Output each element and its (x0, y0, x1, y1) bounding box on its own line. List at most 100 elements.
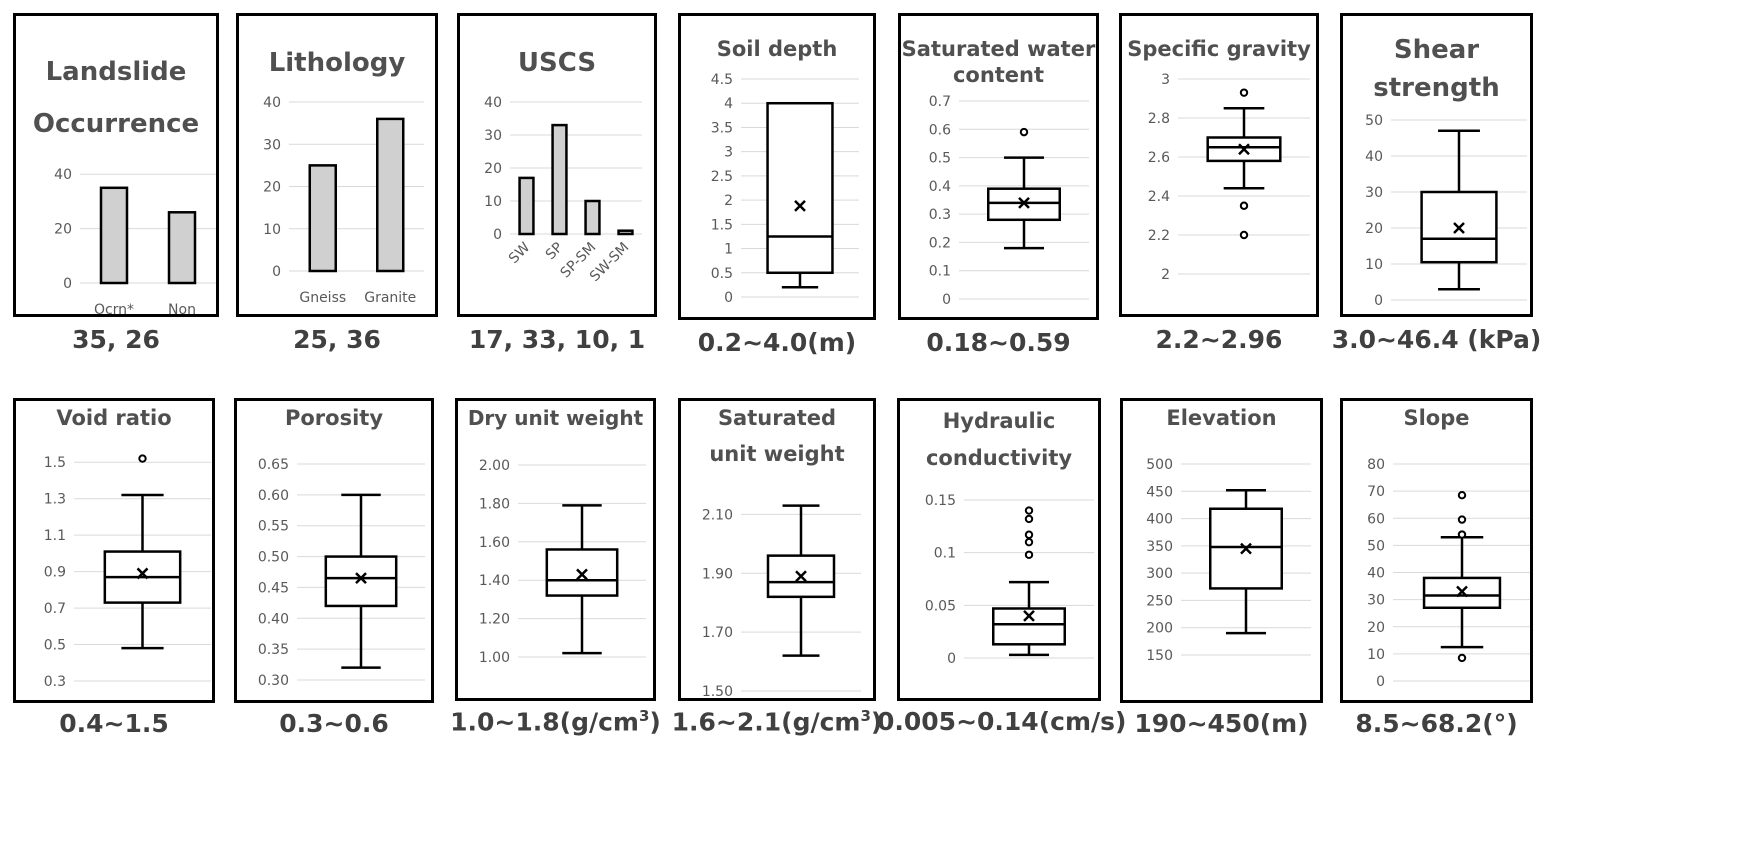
chart-svg: Soil depth 0 0.5 1 1.5 2 2.5 3 3.5 4 4.5 (711, 37, 859, 306)
chart-title: Saturated water (902, 37, 1096, 61)
mean-marker (1018, 196, 1030, 209)
chart-panel: Saturated unit weight 1.50 1.70 1.90 2.10 (678, 398, 876, 701)
y-tick-label: 0 (1376, 674, 1385, 690)
y-tick-label: 0.30 (258, 673, 289, 689)
y-tick-label: 0.2 (929, 235, 951, 251)
mean-marker-stroke (1456, 585, 1468, 598)
chart-svg: Dry unit weight 1.00 1.20 1.40 1.60 1.80 2.00 (468, 406, 646, 666)
range-caption: 17, 33, 10, 1 (468, 325, 646, 354)
y-tick-label: 3 (1161, 72, 1170, 88)
y-tick-label: 1.60 (479, 535, 510, 551)
y-tick-label: 3.5 (711, 120, 733, 136)
y-tick-label: 10 (263, 222, 281, 238)
y-tick-label: 1.00 (479, 650, 510, 666)
bar (584, 199, 601, 236)
chart-panel: Shear strength 0 10 20 30 40 50 (1340, 13, 1533, 317)
chart-svg: Porosity 0.30 0.35 0.40 0.45 0.50 0.55 0.60 0.65 (258, 406, 425, 689)
mean-marker (1238, 143, 1250, 156)
range-caption: 1.0~1.8(g/cm3) (435, 707, 676, 736)
y-tick-label: 0 (942, 292, 951, 308)
chart-title: Elevation (1166, 406, 1276, 430)
y-tick-label: 30 (1367, 593, 1385, 609)
bar (376, 117, 405, 273)
y-tick-label: 2.8 (1148, 111, 1170, 127)
bar (617, 229, 634, 236)
chart-title: Occurrence (33, 109, 199, 139)
y-tick-label: 1.3 (44, 492, 66, 508)
range-caption: 2.2~2.96 (1155, 325, 1283, 354)
y-tick-label: 20 (263, 180, 281, 196)
chart-title: conductivity (926, 446, 1072, 470)
mean-marker-stroke (136, 567, 149, 580)
y-tick-label: 1.80 (479, 496, 510, 512)
y-tick-label: 20 (54, 222, 72, 238)
chart-title: Porosity (285, 406, 383, 430)
range-caption: 3.0~46.4 (kPa) (1331, 325, 1542, 354)
y-tick-label: 0.15 (925, 493, 956, 509)
chart-panel: USCS 0 10 20 30 40 SW SP SP-SM SW-SM (457, 13, 657, 317)
y-tick-label: 50 (1365, 113, 1383, 129)
y-tick-label: 2.2 (1148, 228, 1170, 244)
chart-panel: Lithology 0 10 20 30 40 Gneiss Granite (236, 13, 438, 317)
y-tick-label: 30 (263, 137, 281, 153)
y-tick-label: 40 (263, 95, 281, 111)
y-tick-label: 30 (484, 128, 502, 144)
mean-marker-stroke (576, 568, 588, 581)
y-tick-label: 2.10 (702, 507, 733, 523)
outlier-point (1024, 537, 1034, 547)
range-caption: 8.5~68.2(°) (1355, 709, 1518, 738)
box (992, 607, 1066, 646)
box (324, 555, 398, 608)
chart-title: USCS (518, 48, 596, 78)
y-tick-label: 1.90 (702, 566, 733, 582)
range-caption: 0.3~0.6 (279, 709, 389, 738)
outlier-point (1024, 550, 1034, 559)
chart-panel: Dry unit weight 1.00 1.20 1.40 1.60 1.80 2.00 (455, 398, 656, 701)
box (766, 101, 834, 275)
y-tick-label: 70 (1367, 484, 1385, 500)
y-tick-label: 1.1 (44, 528, 66, 544)
y-tick-label: 0.5 (929, 151, 951, 167)
caption-superscript: 3 (860, 707, 871, 725)
y-tick-label: 0.40 (258, 611, 289, 627)
range-caption: 0.2~4.0(m) (697, 328, 857, 357)
y-tick-label: 1.70 (702, 625, 733, 641)
chart-panel: Elevation 150 200 250 300 350 400 450 500 (1120, 398, 1323, 703)
y-tick-label: 0.7 (44, 601, 66, 617)
y-tick-label: 40 (54, 167, 72, 183)
y-tick-label: 0 (493, 227, 502, 243)
y-tick-label: 0.5 (44, 638, 66, 654)
chart-panel: Hydraulic conductivity 0 0.05 0.1 0.15 (897, 398, 1101, 701)
mean-marker (1453, 222, 1465, 234)
y-tick-label: 150 (1146, 648, 1173, 664)
y-tick-label: 0.9 (44, 565, 66, 581)
chart-title: Specific gravity (1127, 37, 1311, 61)
chart-title: Slope (1403, 406, 1469, 430)
y-tick-label: 200 (1146, 621, 1173, 637)
y-tick-label: 2.5 (711, 169, 733, 185)
mean-marker (576, 568, 588, 581)
y-tick-label: 30 (1365, 185, 1383, 201)
outlier-point (1457, 530, 1467, 539)
y-tick-label: 10 (1365, 257, 1383, 273)
range-caption: 0.4~1.5 (59, 709, 169, 738)
chart-title: Saturated (718, 406, 836, 430)
y-tick-label: 0 (724, 290, 733, 306)
outlier-point (1457, 515, 1467, 524)
y-tick-label: 0.3 (929, 207, 951, 223)
y-tick-label: 2 (1161, 267, 1170, 283)
bar (551, 123, 568, 236)
x-tick-label: Gneiss (299, 290, 346, 306)
chart-panel: Soil depth 0 0.5 1 1.5 2 2.5 3 3.5 4 4.5 (678, 13, 876, 320)
y-tick-label: 2.4 (1148, 189, 1170, 205)
mean-marker (1023, 609, 1035, 622)
y-tick-label: 10 (1367, 647, 1385, 663)
chart-title: content (953, 63, 1044, 87)
chart-svg: Elevation 150 200 250 300 350 400 450 500 (1146, 406, 1311, 664)
outlier-point (138, 454, 147, 463)
y-tick-label: 0.50 (258, 550, 289, 566)
mean-marker-stroke (1240, 542, 1252, 555)
y-tick-label: 50 (1367, 538, 1385, 554)
chart-panel: Porosity 0.30 0.35 0.40 0.45 0.50 0.55 0.60 0.65 (234, 398, 434, 703)
x-tick-label: Non (168, 302, 196, 314)
